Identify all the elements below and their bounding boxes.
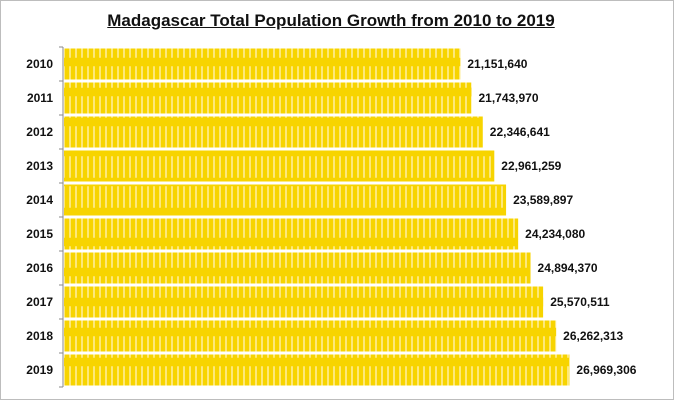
data-label: 26,969,306 <box>576 363 636 377</box>
bar-2012 <box>64 116 483 148</box>
data-label: 24,234,080 <box>525 227 585 241</box>
bar-2011 <box>64 82 472 114</box>
data-label: 24,894,370 <box>538 261 598 275</box>
y-tick-label: 2018 <box>26 329 53 343</box>
bar-2019 <box>64 354 570 386</box>
y-tick-label: 2011 <box>27 91 53 105</box>
data-label: 22,346,641 <box>490 125 550 139</box>
bar-2018 <box>64 320 557 352</box>
y-tick-label: 2016 <box>26 261 53 275</box>
bar-2013 <box>64 150 495 182</box>
data-label: 22,961,259 <box>501 159 561 173</box>
bar-2017 <box>64 286 544 318</box>
y-tick-label: 2013 <box>26 159 53 173</box>
y-tick-label: 2019 <box>26 363 53 377</box>
chart-title-text: Madagascar Total Population Growth from … <box>107 11 555 30</box>
y-tick-label: 2017 <box>26 295 53 309</box>
data-label: 26,262,313 <box>563 329 623 343</box>
bar-2014 <box>64 184 507 216</box>
data-label: 25,570,511 <box>550 295 610 309</box>
data-label: 21,743,970 <box>478 91 538 105</box>
y-tick-label: 2012 <box>26 125 53 139</box>
y-tick-label: 2015 <box>26 227 53 241</box>
bar-2010 <box>64 48 461 80</box>
data-label: 21,151,640 <box>467 57 527 71</box>
data-label: 23,589,897 <box>513 193 573 207</box>
chart-title: Madagascar Total Population Growth from … <box>1 11 661 31</box>
bar-2015 <box>64 218 519 250</box>
y-tick-label: 2014 <box>26 193 53 207</box>
y-tick-label: 2010 <box>26 57 53 71</box>
bar-2016 <box>64 252 531 284</box>
